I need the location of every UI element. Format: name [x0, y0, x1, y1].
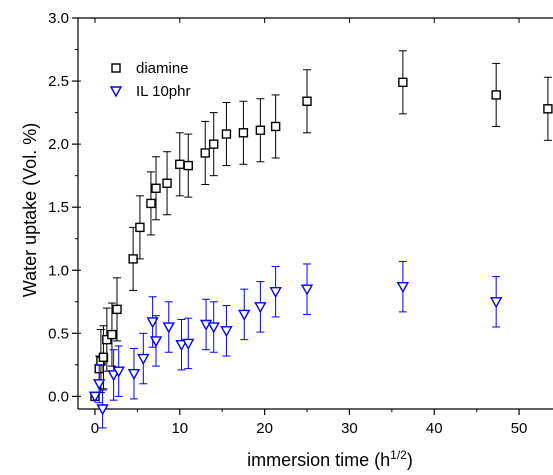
data-point — [135, 222, 145, 233]
data-point — [396, 281, 410, 294]
data-point — [98, 352, 109, 362]
x-tick-label: 10 — [171, 420, 188, 437]
legend: diamine IL 10phr — [88, 56, 206, 102]
x-tick-label: 50 — [511, 420, 528, 437]
x-tick-label: 20 — [256, 420, 273, 437]
y-tick-label: 1.5 — [48, 199, 69, 216]
data-point — [107, 370, 120, 382]
data-point — [220, 326, 233, 338]
data-point — [107, 329, 117, 340]
y-tick-label: 0.0 — [48, 388, 69, 405]
data-point — [112, 304, 122, 315]
data-point — [182, 338, 195, 350]
x-tick-label: 0 — [91, 420, 99, 437]
series-il-10phr — [88, 260, 503, 429]
data-point — [491, 90, 501, 100]
plot-frame — [77, 17, 553, 410]
series-diamine — [90, 50, 553, 402]
legend-label: diamine — [136, 60, 189, 77]
data-point — [149, 336, 163, 348]
data-point — [93, 379, 106, 391]
y-axis-title: Water uptake (Vol. %) — [20, 123, 40, 297]
legend-marker — [109, 86, 123, 98]
legend-box — [88, 56, 206, 102]
data-point — [254, 302, 267, 314]
series-layer — [88, 50, 553, 429]
data-point — [175, 159, 185, 170]
y-tick-label: 0.5 — [48, 325, 69, 342]
data-point — [162, 322, 175, 334]
x-tick-label: 40 — [426, 420, 443, 437]
data-point — [489, 297, 503, 309]
data-point — [238, 128, 249, 138]
y-tick-label: 2.5 — [48, 73, 69, 90]
data-point — [146, 317, 159, 329]
legend-label: IL 10phr — [136, 83, 191, 100]
data-point — [162, 178, 172, 188]
data-point — [127, 368, 141, 381]
data-point — [183, 160, 193, 171]
x-tick-label: 30 — [341, 420, 358, 437]
legend-marker — [111, 63, 121, 73]
data-point — [255, 125, 266, 135]
data-point — [96, 404, 109, 416]
data-point — [112, 366, 125, 378]
data-point — [146, 198, 156, 209]
data-point — [209, 139, 219, 149]
y-tick-label: 3.0 — [48, 10, 69, 27]
data-point — [270, 121, 281, 132]
x-axis-title: immersion time (h1/2) — [247, 448, 413, 470]
y-tick-label: 2.0 — [48, 136, 69, 153]
data-point — [151, 183, 161, 193]
data-point — [200, 148, 210, 158]
data-point — [398, 77, 408, 88]
data-point — [137, 353, 150, 365]
data-point — [88, 391, 102, 403]
data-point — [175, 339, 188, 352]
axis-ticks: 0.0 0.5 1.0 1.5 2.0 2.5 3.0 0 10 20 30 40 50 — [48, 10, 527, 437]
data-point — [302, 96, 312, 106]
data-point — [207, 322, 220, 334]
data-point — [221, 129, 232, 139]
data-point — [300, 284, 314, 296]
data-point — [238, 309, 251, 321]
data-point — [543, 104, 553, 114]
y-tick-label: 1.0 — [48, 262, 69, 279]
data-point — [269, 287, 282, 299]
data-point — [102, 334, 112, 345]
